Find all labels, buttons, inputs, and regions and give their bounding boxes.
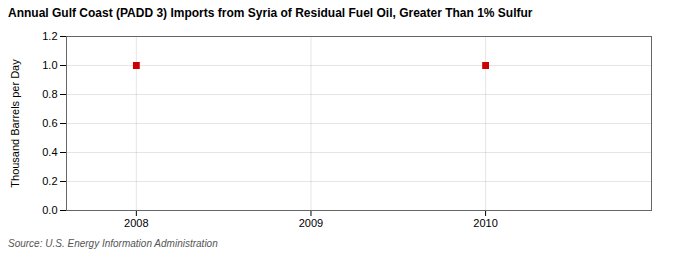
- svg-text:Thousand Barrels per Day: Thousand Barrels per Day: [9, 59, 21, 188]
- svg-text:1.2: 1.2: [42, 30, 57, 42]
- svg-text:2009: 2009: [299, 217, 323, 229]
- svg-text:2010: 2010: [473, 217, 497, 229]
- html-text:Annual Gulf Coast (PADD 3) Imp: Annual Gulf Coast (PADD 3) Imports from …: [8, 6, 533, 20]
- svg-text:0.2: 0.2: [42, 175, 57, 187]
- svg-text:0.6: 0.6: [42, 117, 57, 129]
- html-text:Source: U.S. Energy Informatio: Source: U.S. Energy Information Administ…: [8, 238, 218, 249]
- svg-text:0.0: 0.0: [42, 204, 57, 216]
- svg-text:0.8: 0.8: [42, 88, 57, 100]
- svg-text:0.4: 0.4: [42, 146, 57, 158]
- svg-text:1.0: 1.0: [42, 59, 57, 71]
- svg-text:2008: 2008: [124, 217, 148, 229]
